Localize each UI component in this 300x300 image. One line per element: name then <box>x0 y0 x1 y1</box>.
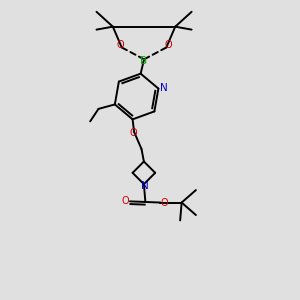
Text: O: O <box>164 40 172 50</box>
Text: B: B <box>140 56 148 66</box>
Text: O: O <box>130 128 137 138</box>
Text: O: O <box>122 196 130 206</box>
Text: O: O <box>116 40 124 50</box>
Text: N: N <box>141 181 148 191</box>
Text: O: O <box>160 198 168 208</box>
Text: N: N <box>160 83 168 93</box>
